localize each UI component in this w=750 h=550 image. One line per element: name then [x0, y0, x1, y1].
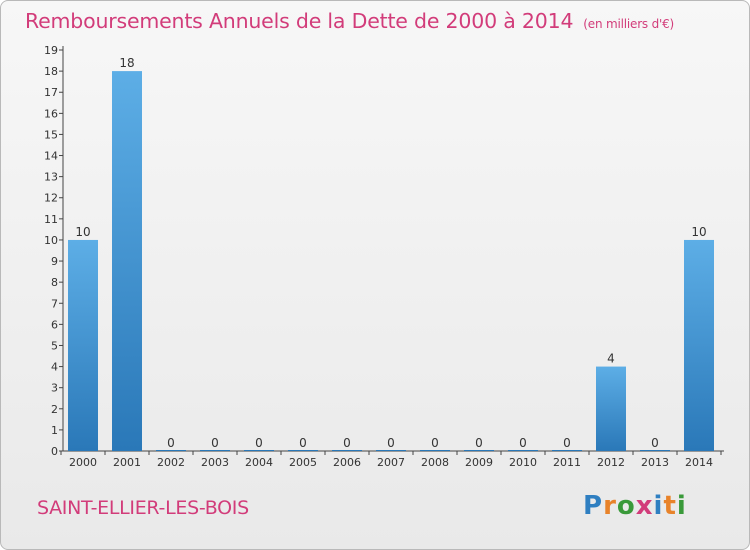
bar [156, 450, 186, 451]
x-tick-label: 2011 [553, 456, 581, 469]
x-tick-label: 2000 [69, 456, 97, 469]
x-tick-label: 2008 [421, 456, 449, 469]
logo-letter: t [663, 491, 677, 521]
commune-name: SAINT-ELLIER-LES-BOIS [37, 497, 249, 519]
logo-letter: x [635, 491, 654, 521]
x-tick-label: 2014 [685, 456, 713, 469]
bar-value-label: 0 [563, 436, 571, 450]
x-tick-label: 2003 [201, 456, 229, 469]
y-tick-label: 7 [51, 297, 58, 310]
bar [684, 239, 714, 451]
bar-value-label: 10 [691, 225, 706, 239]
bar-value-label: 10 [75, 225, 90, 239]
x-tick-label: 2013 [641, 456, 669, 469]
y-tick-label: 6 [51, 318, 58, 331]
bar [420, 450, 450, 451]
logo-letter: i [653, 491, 664, 521]
bar-value-label: 0 [431, 436, 439, 450]
bar [200, 450, 230, 451]
bar [640, 450, 670, 451]
y-tick-label: 4 [51, 361, 58, 374]
bar-value-label: 0 [255, 436, 263, 450]
bar-value-label: 18 [119, 56, 134, 70]
bar-value-label: 0 [651, 436, 659, 450]
chart-title-unit: (en milliers d'€) [583, 17, 675, 31]
bar [464, 450, 494, 451]
bar-value-label: 0 [211, 436, 219, 450]
bar [68, 239, 98, 451]
x-tick-label: 2004 [245, 456, 273, 469]
y-tick-label: 19 [44, 44, 58, 57]
y-tick-label: 11 [44, 213, 58, 226]
x-tick-label: 2012 [597, 456, 625, 469]
bar [288, 450, 318, 451]
bar-value-label: 0 [299, 436, 307, 450]
bar [112, 71, 142, 452]
y-tick-label: 8 [51, 276, 58, 289]
x-tick-label: 2006 [333, 456, 361, 469]
y-tick-label: 17 [44, 86, 58, 99]
x-tick-label: 2010 [509, 456, 537, 469]
bar-value-label: 4 [607, 352, 615, 366]
x-tick-label: 2002 [157, 456, 185, 469]
x-tick-label: 2009 [465, 456, 493, 469]
logo-letter: P [583, 491, 604, 521]
bar-value-label: 0 [519, 436, 527, 450]
y-tick-label: 12 [44, 192, 58, 205]
y-tick-label: 5 [51, 339, 58, 352]
y-tick-label: 3 [51, 382, 58, 395]
bar [596, 366, 626, 451]
bar [552, 450, 582, 451]
bar-value-label: 0 [167, 436, 175, 450]
bar [508, 450, 538, 451]
y-tick-label: 10 [44, 234, 58, 247]
y-tick-label: 9 [51, 255, 58, 268]
logo-letter: o [616, 491, 636, 521]
x-tick-label: 2007 [377, 456, 405, 469]
y-tick-label: 13 [44, 171, 58, 184]
bar [244, 450, 274, 451]
bar [376, 450, 406, 451]
y-tick-label: 18 [44, 65, 58, 78]
y-tick-label: 2 [51, 403, 58, 416]
y-tick-label: 0 [51, 445, 58, 458]
bar-value-label: 0 [343, 436, 351, 450]
y-tick-label: 1 [51, 424, 58, 437]
proxiti-logo[interactable]: Proxiti [583, 491, 687, 521]
y-tick-label: 16 [44, 107, 58, 120]
bar-value-label: 0 [387, 436, 395, 450]
bar [332, 450, 362, 451]
y-tick-label: 14 [44, 150, 58, 163]
logo-letter: i [676, 491, 687, 521]
y-tick-label: 15 [44, 128, 58, 141]
chart-title: Remboursements Annuels de la Dette de 20… [25, 9, 674, 33]
x-tick-label: 2001 [113, 456, 141, 469]
logo-letter: r [603, 491, 617, 521]
x-tick-label: 2005 [289, 456, 317, 469]
bar-value-label: 0 [475, 436, 483, 450]
chart-title-main: Remboursements Annuels de la Dette de 20… [25, 9, 574, 33]
